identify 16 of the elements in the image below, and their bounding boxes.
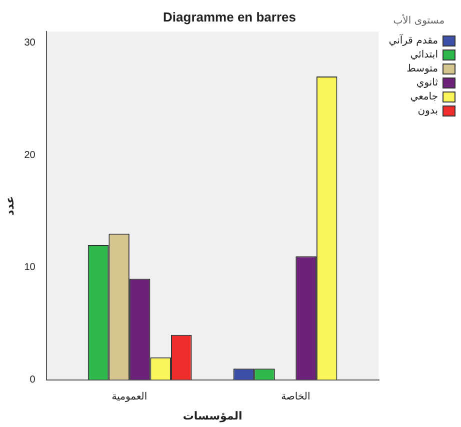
y-tick-label: 30 bbox=[24, 38, 36, 49]
legend-label: مقدم قرآني bbox=[388, 34, 438, 47]
x-axis-title: المؤسسات bbox=[182, 409, 242, 422]
legend-label: جامعي bbox=[410, 92, 438, 103]
y-tick-label: 20 bbox=[24, 150, 36, 161]
legend-label: ابتدائي bbox=[410, 50, 438, 61]
legend-label: بدون bbox=[418, 106, 438, 117]
y-tick-label: 10 bbox=[24, 262, 36, 274]
legend-label: ثانوي bbox=[416, 78, 438, 89]
x-tick-label: الخاصة bbox=[281, 391, 310, 402]
y-tick-label: 0 bbox=[30, 374, 36, 386]
legend-label: متوسط bbox=[406, 64, 438, 75]
chart-title: Diagramme en barres bbox=[163, 9, 296, 24]
legend-title: مستوى الأب bbox=[393, 14, 445, 27]
y-axis-title: عدد bbox=[3, 196, 16, 216]
x-tick-label: العمومية bbox=[112, 391, 148, 402]
